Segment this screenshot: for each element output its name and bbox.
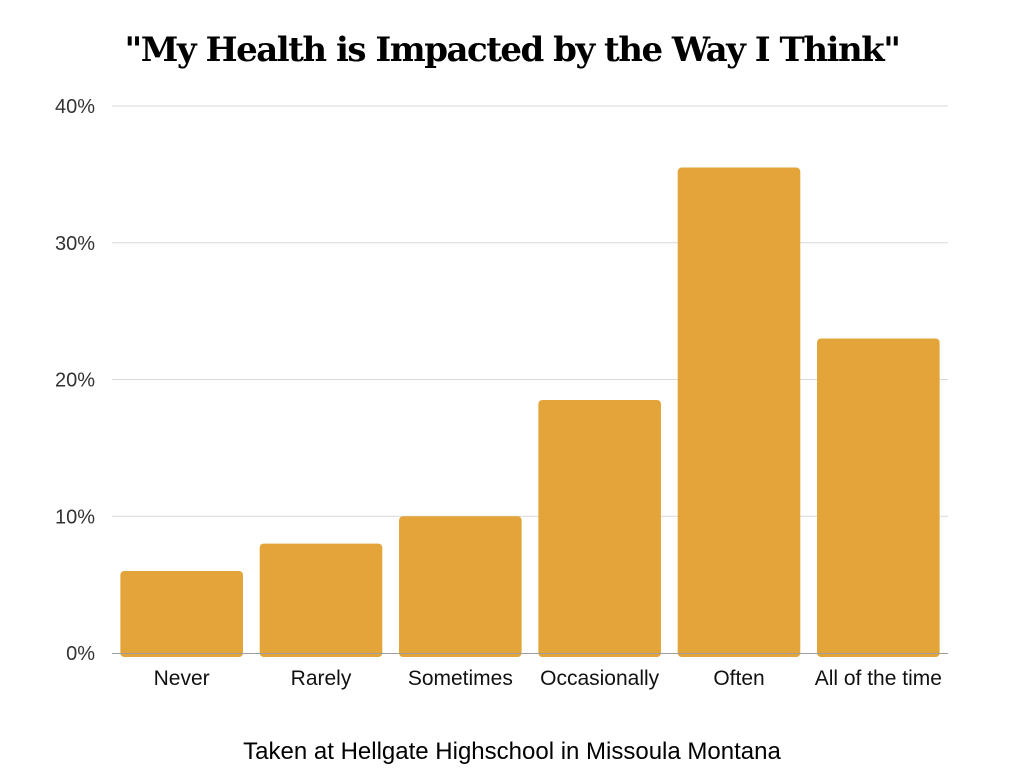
bar-sometimes — [399, 516, 522, 657]
y-axis-ticks: 0% 10% 20% 30% 40% — [55, 96, 95, 665]
bar-rarely — [259, 543, 383, 657]
gridlines — [112, 105, 948, 517]
bar-often — [677, 167, 801, 657]
x-category-label: Never — [154, 667, 210, 690]
x-category-label: Often — [713, 667, 764, 690]
y-tick-label: 40% — [55, 96, 95, 118]
y-tick-label: 30% — [55, 233, 95, 255]
x-category-label: Occasionally — [540, 667, 660, 690]
chart-subtitle: Taken at Hellgate Highschool in Missoula… — [243, 738, 781, 765]
y-tick-label: 10% — [55, 506, 95, 528]
bar-occasionally — [538, 400, 661, 657]
bar-never — [120, 570, 243, 657]
x-category-label: Rarely — [291, 667, 352, 690]
y-tick-label: 0% — [66, 643, 95, 665]
x-category-label: Sometimes — [408, 667, 513, 690]
x-axis-labels: Never Rarely Sometimes Occasionally Often All… — [154, 667, 942, 690]
bar-all-of-the-time — [817, 338, 940, 657]
chart-title: "My Health is Impacted by the Way I Thin… — [124, 30, 901, 70]
bars — [120, 167, 940, 657]
y-tick-label: 20% — [55, 370, 95, 392]
x-category-label: All of the time — [815, 667, 942, 690]
